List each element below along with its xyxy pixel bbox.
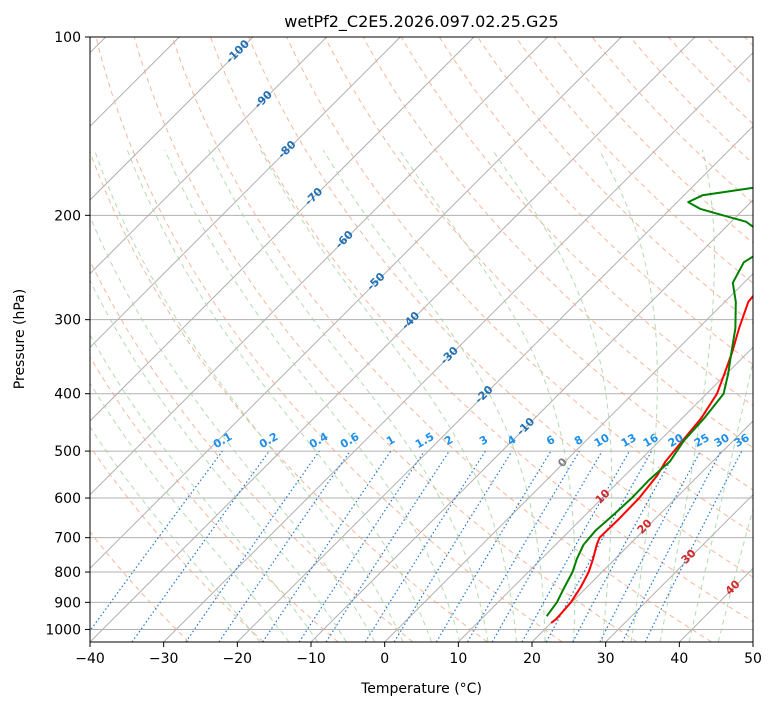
y-tick-label: 100 [54, 30, 81, 46]
mixing-ratio-line [393, 450, 513, 642]
profile-lines [545, 186, 753, 624]
mixing-ratio-line [572, 450, 677, 642]
isotherm-line [90, 37, 475, 422]
isotherm-line [163, 51, 753, 642]
moist-adiabat-line [90, 215, 376, 642]
moist-adiabat-line [90, 334, 319, 642]
temperature-profile-line [550, 294, 753, 624]
x-tick-label: 20 [523, 651, 541, 667]
dewpoint-profile-line [545, 186, 753, 617]
x-tick-label: 40 [670, 651, 688, 667]
y-tick-label: 800 [54, 565, 81, 581]
x-tick-label: 30 [597, 651, 615, 667]
dry-adiabat-line [133, 37, 638, 642]
dry-adiabat-line [438, 37, 753, 366]
moist-adiabat-line [90, 279, 347, 642]
isotherm-line [531, 420, 753, 642]
y-tick-label: 500 [54, 444, 81, 460]
isotherm-line [236, 125, 753, 642]
y-axis-label: Pressure (hPa) [12, 289, 28, 389]
mixing-ratio-line [521, 450, 631, 642]
y-tick-label: 900 [54, 595, 81, 611]
mixing-ratio-line [185, 450, 320, 642]
plot-frame [89, 36, 754, 643]
y-tick-label: 600 [54, 491, 81, 507]
isotherm-line [90, 37, 401, 349]
moist-adiabat-line [164, 149, 461, 642]
mixing-ratio-line [325, 450, 450, 642]
isotherm-line [90, 37, 696, 642]
dry-adiabat-line [210, 37, 753, 623]
isotherm-line [90, 37, 328, 275]
y-tick-label: 1000 [45, 622, 81, 638]
moist-adiabat-line [90, 382, 290, 642]
chart-title: wetPf2_C2E5.2026.097.02.25.G25 [284, 12, 558, 32]
moist-adiabat-line [659, 149, 716, 642]
dry-adiabat-line [362, 37, 753, 449]
y-tick-label: 700 [54, 531, 81, 547]
moist-adiabat-line [491, 149, 613, 642]
dry-adiabat-line [90, 259, 414, 642]
dry-adiabat-line [324, 37, 753, 491]
mixing-ratio-line [466, 450, 580, 642]
moist-adiabat-line [208, 149, 489, 642]
isotherm-line [90, 37, 622, 570]
mixing-ratio-line [364, 450, 486, 642]
moist-adiabat-line [93, 149, 404, 642]
mixing-ratio-line [218, 450, 351, 642]
mixing-ratio-line [131, 450, 270, 642]
isotherm-line [384, 272, 753, 642]
dry-adiabat-line [90, 531, 190, 642]
x-tick-label: −20 [223, 651, 253, 667]
isotherm-line [605, 493, 753, 642]
mixing-ratio-line [491, 450, 603, 642]
y-tick-label: 400 [54, 387, 81, 403]
x-tick-label: 50 [744, 651, 762, 667]
axis-ticks: −40 −30 −20 −10 0 10 20 30 40 50 100 200 300 400 500 60… [45, 30, 762, 667]
x-tick-label: −10 [296, 651, 326, 667]
background-lines [90, 37, 753, 642]
x-tick-label: −40 [75, 651, 105, 667]
x-tick-label: −30 [149, 651, 179, 667]
dry-adiabat-line [286, 37, 753, 534]
dry-adiabat-line [90, 356, 339, 642]
moist-adiabat-line [260, 149, 517, 642]
x-axis-label: Temperature (°C) [360, 681, 482, 697]
isotherm-line [457, 346, 753, 642]
x-tick-label: 0 [380, 651, 389, 667]
moist-adiabat-line [126, 149, 432, 642]
dry-adiabat-line [248, 37, 753, 578]
x-tick-label: 10 [449, 651, 467, 667]
isotherm-line [90, 37, 549, 496]
isotherm-line [90, 37, 254, 201]
mixing-ratio-line [435, 450, 552, 642]
dry-adiabat-line [400, 37, 753, 407]
moist-adiabat-line [598, 149, 658, 642]
y-tick-label: 300 [54, 313, 81, 329]
moist-adiabat-line [398, 149, 576, 642]
moist-adiabat-line [717, 507, 753, 642]
y-tick-label: 200 [54, 208, 81, 224]
moist-adiabat-line [688, 359, 753, 642]
mixing-ratio-line [90, 450, 223, 632]
dry-adiabat-line [95, 37, 563, 642]
